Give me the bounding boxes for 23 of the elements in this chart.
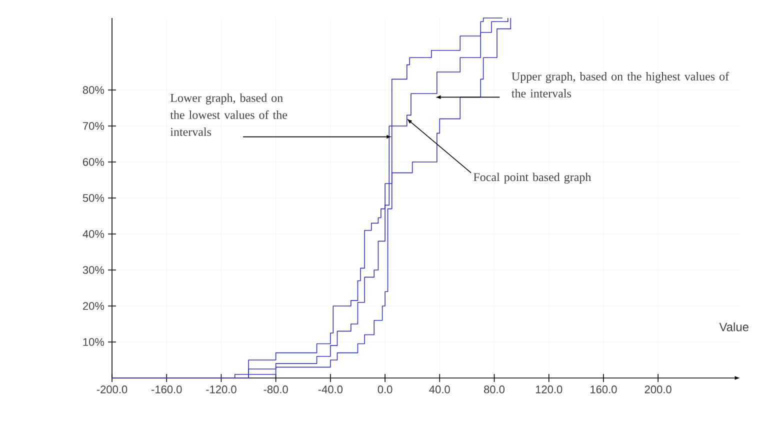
x-tick-label: 120.0: [536, 386, 562, 394]
y-tick-label: 80%: [82, 86, 104, 94]
y-tick-label: 10%: [83, 338, 104, 346]
y-tick-label: 70%: [83, 122, 104, 130]
x-tick-label: 200.0: [644, 386, 672, 394]
x-tick-label: 40.0: [429, 386, 450, 394]
x-tick-label: 160.0: [590, 386, 617, 394]
x-tick-label: 80.0: [484, 386, 505, 394]
annotation: Lower graph, based on the lowest values of the intervals: [170, 94, 288, 136]
annotation: Focal point based graph: [474, 172, 592, 184]
y-tick-label: 40%: [82, 230, 104, 238]
x-tick-label: -200.0: [96, 386, 128, 394]
x-tick-label: -80.0: [264, 386, 288, 394]
x-axis-title: Value: [719, 322, 748, 332]
x-tick-label: -40.0: [318, 386, 343, 394]
x-tick-label: -120.0: [206, 386, 236, 394]
annotation: Upper graph, based on the highest values of the intervals: [512, 72, 730, 98]
x-tick-label: -160.0: [152, 386, 182, 394]
y-tick-label: 60%: [83, 158, 104, 166]
y-tick-label: 50%: [82, 194, 104, 202]
y-tick-label: 20%: [83, 302, 104, 310]
y-tick-label: 30%: [82, 266, 104, 274]
x-tick-label: 0.0: [378, 386, 392, 394]
